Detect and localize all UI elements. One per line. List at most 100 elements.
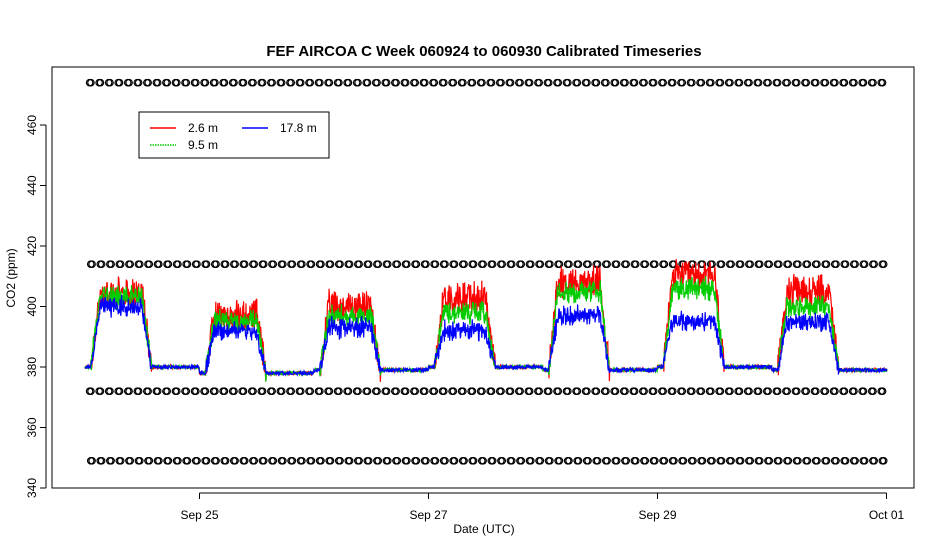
y-tick-label: 340 (25, 478, 39, 498)
x-tick-label: Oct 01 (869, 508, 905, 522)
calibration-marker (450, 456, 459, 465)
legend-label: 2.6 m (188, 121, 218, 135)
calibration-marker (163, 387, 172, 396)
calibration-marker (164, 260, 173, 268)
calibration-marker (592, 387, 601, 396)
calibration-marker (258, 78, 267, 87)
calibration-marker (374, 260, 383, 268)
calibration-marker (96, 78, 105, 87)
calibration-marker (259, 260, 268, 268)
calibration-marker (296, 387, 305, 396)
calibration-marker (649, 387, 658, 396)
calibration-marker (611, 78, 620, 87)
calibration-marker (115, 387, 124, 396)
calibration-marker (487, 387, 496, 396)
calibration-marker (746, 260, 755, 268)
calibration-marker (422, 456, 430, 465)
calibration-marker (726, 387, 734, 396)
calibration-marker (832, 260, 840, 268)
calibration-marker (822, 456, 831, 465)
calibration-marker (134, 387, 143, 396)
calibration-marker (249, 78, 257, 87)
calibration-marker (651, 260, 659, 268)
calibration-marker (193, 260, 201, 268)
calibration-marker (736, 456, 745, 465)
calibration-marker (211, 78, 219, 87)
calibration-marker (831, 78, 839, 87)
calibration-marker (125, 78, 133, 87)
calibration-marker (564, 387, 572, 396)
calibration-marker (145, 260, 154, 268)
calibration-marker (573, 387, 582, 396)
calibration-marker (622, 260, 631, 268)
calibration-marker (803, 456, 812, 465)
calibration-marker (584, 260, 592, 268)
calibration-marker (211, 387, 219, 396)
calibration-marker (460, 456, 468, 465)
legend-label: 9.5 m (188, 138, 218, 152)
series-line-2-6-m (84, 259, 888, 382)
y-axis: 340 360 380 400 420 440 460 (25, 115, 47, 498)
calibration-marker (870, 456, 879, 465)
calibration-marker (727, 260, 735, 268)
calibration-marker (554, 387, 563, 396)
calibration-marker (736, 260, 745, 268)
calibration-marker (441, 456, 449, 465)
calibration-marker (544, 387, 553, 396)
calibration-marker (527, 456, 535, 465)
calibration-marker (411, 387, 420, 396)
calibration-marker (277, 78, 286, 87)
calibration-marker (641, 456, 650, 465)
calibration-marker (172, 387, 181, 396)
calibration-marker (88, 456, 96, 465)
calibration-marker (325, 387, 334, 396)
calibration-marker (707, 78, 715, 87)
calibration-marker (441, 260, 449, 268)
calibration-marker (401, 387, 410, 396)
calibration-marker (840, 387, 849, 396)
calibration-marker (659, 387, 668, 396)
calibration-marker (535, 387, 544, 396)
calibration-marker (784, 456, 793, 465)
calibration-marker (726, 78, 734, 87)
calibration-marker (193, 456, 201, 465)
calibration-marker (735, 78, 744, 87)
calibration-marker (126, 456, 135, 465)
calibration-marker (487, 78, 496, 87)
calibration-marker (717, 260, 726, 268)
calibration-marker (574, 456, 583, 465)
calibration-marker (212, 260, 220, 268)
calibration-marker (97, 260, 106, 268)
calibration-marker (688, 78, 696, 87)
calibration-marker (345, 260, 354, 268)
x-tick-label: Sep 25 (180, 508, 218, 522)
calibration-marker (450, 260, 459, 268)
calibration-marker (306, 78, 315, 87)
calibration-marker (754, 387, 763, 396)
series-lines (84, 259, 888, 382)
calibration-marker (335, 387, 343, 396)
calibration-marker (116, 260, 125, 268)
calibration-marker (202, 260, 211, 268)
calibration-marker (651, 456, 659, 465)
calibration-marker (525, 387, 534, 396)
calibration-marker (220, 78, 229, 87)
calibration-marker (335, 78, 343, 87)
calibration-marker (383, 456, 392, 465)
calibration-marker (603, 260, 611, 268)
calibration-marker (336, 260, 344, 268)
legend-box (138, 111, 330, 159)
y-tick-label: 420 (25, 236, 39, 256)
calibration-marker (707, 387, 715, 396)
calibration-marker (326, 456, 335, 465)
calibration-marker (201, 78, 210, 87)
calibration-marker (459, 78, 467, 87)
calibration-marker (592, 78, 601, 87)
calibration-marker (668, 387, 677, 396)
calibration-marker (583, 78, 591, 87)
calibration-marker (832, 456, 840, 465)
calibration-marker (239, 78, 248, 87)
calibration-marker (641, 260, 650, 268)
calibration-marker (430, 387, 439, 396)
calibration-marker (506, 387, 515, 396)
